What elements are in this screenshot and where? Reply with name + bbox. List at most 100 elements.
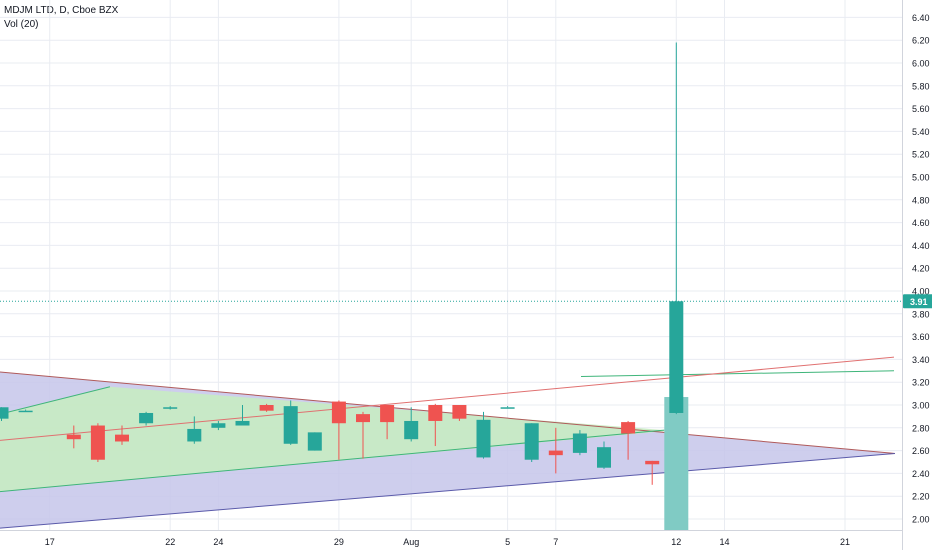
volume-indicator-label: Vol (20) [4, 19, 39, 30]
price-tick-label: 5.00 [912, 173, 930, 183]
candle-body [500, 407, 515, 409]
time-axis[interactable]: 17222429Aug571214212628Sep911 [0, 530, 932, 548]
time-tick-label: 24 [213, 537, 223, 547]
candle [283, 400, 298, 445]
candle-body [428, 405, 443, 421]
candle [380, 405, 395, 440]
candle [452, 405, 467, 421]
price-tick-label: 4.00 [912, 287, 930, 297]
upper-channel-fill [0, 386, 665, 492]
candle [259, 403, 274, 412]
volume-bars [664, 397, 689, 530]
candle [524, 423, 539, 462]
price-tick-label: 2.60 [912, 446, 930, 456]
price-tick-label: 4.60 [912, 218, 930, 228]
candle [66, 425, 81, 449]
time-tick-label: 7 [553, 537, 558, 547]
candle [139, 411, 154, 426]
candle [669, 42, 684, 415]
candle [18, 409, 33, 413]
candle-body [621, 422, 636, 434]
price-tick-label: 3.80 [912, 309, 930, 319]
symbol-title: MDJM LTD, D, Cboe BZX [4, 5, 119, 16]
candle-body [669, 301, 684, 413]
candle-body [307, 432, 322, 451]
price-tick-label: 4.40 [912, 241, 930, 251]
candle [621, 420, 636, 460]
price-tick-label: 6.20 [912, 36, 930, 46]
price-tick-label: 2.40 [912, 469, 930, 479]
channel-upper-trendline[interactable] [0, 386, 111, 415]
time-tick-label: 12 [671, 537, 681, 547]
candle [187, 416, 202, 444]
candle-body [163, 407, 178, 409]
time-tick-label: 29 [334, 537, 344, 547]
candle-body [356, 414, 370, 423]
candle [0, 407, 9, 421]
candle [90, 423, 105, 462]
drawing-shapes [0, 356, 896, 529]
candles [0, 42, 684, 485]
candle-body [90, 425, 105, 460]
horizontal-ray[interactable] [580, 370, 895, 377]
price-tick-label: 5.80 [912, 81, 930, 91]
candle-body [66, 434, 81, 440]
candle-body [476, 419, 491, 458]
price-tick-label: 5.60 [912, 104, 930, 114]
candle-body [452, 405, 467, 419]
candle [211, 420, 226, 431]
candle-body [0, 407, 9, 419]
candle-body [380, 405, 395, 423]
rising-red-trendline[interactable] [0, 356, 895, 441]
candle-body [597, 447, 611, 468]
time-tick-label: 5 [505, 537, 510, 547]
candle [404, 407, 419, 442]
price-tick-label: 4.20 [912, 264, 930, 274]
time-tick-label: Aug [403, 537, 419, 547]
price-tick-label: 2.00 [912, 515, 930, 525]
candle [307, 432, 322, 451]
price-tick-label: 2.20 [912, 492, 930, 502]
candle [331, 400, 346, 460]
candle-body [18, 410, 33, 413]
channel-lower-trendline[interactable] [0, 429, 665, 493]
candle-body [283, 406, 298, 444]
candle [572, 430, 587, 456]
candle [548, 427, 563, 474]
candle-body [115, 434, 129, 442]
last-price-label: 3.91 [910, 297, 928, 307]
candle [645, 460, 660, 485]
candle-body [404, 420, 419, 440]
time-tick-label: 17 [45, 537, 55, 547]
candle-body [524, 423, 539, 460]
candle-body [211, 423, 226, 428]
price-tick-label: 6.00 [912, 59, 930, 69]
candle [597, 441, 611, 469]
candle-body [572, 433, 587, 453]
candle-body [645, 460, 660, 465]
candle-body [259, 405, 274, 411]
price-axis[interactable]: 6.606.406.206.005.805.605.405.205.004.80… [902, 0, 932, 550]
time-tick-label: 22 [165, 537, 175, 547]
candle [476, 411, 491, 459]
price-tick-label: 3.40 [912, 355, 930, 365]
price-tick-label: 3.20 [912, 378, 930, 388]
chart-legend: MDJM LTD, D, Cboe BZX Vol (20) [4, 4, 118, 32]
price-tick-label: 4.80 [912, 195, 930, 205]
last-price-badge [903, 294, 932, 309]
time-tick-label: 21 [840, 537, 850, 547]
price-tick-label: 5.40 [912, 127, 930, 137]
candle-body [139, 412, 154, 424]
candle-body [187, 428, 202, 442]
candle [428, 403, 443, 447]
candle [500, 406, 515, 409]
time-tick-label: 14 [719, 537, 729, 547]
price-tick-label: 5.20 [912, 150, 930, 160]
triangle-lower-trendline[interactable] [0, 452, 896, 529]
candle [235, 405, 250, 426]
price-tick-label: 6.40 [912, 13, 930, 23]
candle-body [331, 401, 346, 424]
triangle-upper-trendline[interactable] [0, 371, 896, 454]
candle [163, 406, 178, 410]
